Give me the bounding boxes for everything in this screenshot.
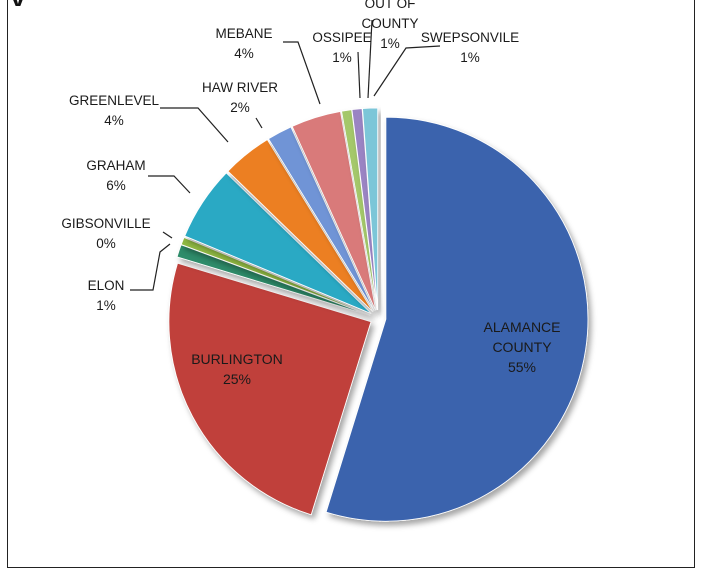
leader-line-haw-river — [255, 117, 263, 129]
slice-label-alamance-county: ALAMANCE COUNTY 55% — [483, 319, 560, 375]
pie-slice-alamance-county — [325, 116, 589, 522]
leader-line-out-of-county — [367, 19, 373, 99]
leader-line-mebane — [283, 41, 321, 105]
pie-slice-burlington — [168, 262, 372, 516]
pie-slice-gibsonville — [180, 236, 371, 316]
slice-label-burlington: BURLINGTON 25% — [191, 351, 283, 387]
pie-slice-graham — [184, 172, 372, 314]
pie-slice-out-of-county — [351, 108, 378, 311]
leader-line-ossipee — [357, 51, 361, 99]
slice-label-elon: ELON 1% — [88, 278, 125, 313]
slice-label-swepsonvile: SWEPSONVILE 1% — [421, 30, 519, 65]
leader-line-greenlevel — [160, 107, 229, 143]
pie-slice-greenlevel — [227, 139, 374, 313]
pie-slice-elon — [176, 244, 371, 316]
slice-label-mebane: MEBANE 4% — [215, 26, 272, 61]
pie-slice-ossipee — [341, 109, 378, 311]
leader-line-swepsonvile — [373, 45, 441, 97]
chart-title-fragment: y — [10, 0, 130, 6]
slice-label-ossipee: OSSIPEE 1% — [312, 30, 371, 65]
slice-label-gibsonville: GIBSONVILLE 0% — [61, 216, 150, 251]
slice-label-greenlevel: GREENLEVEL 4% — [69, 93, 160, 128]
pie-slice-haw-river — [267, 126, 375, 312]
slice-label-out-of-county: OUT OF COUNTY 1% — [362, 0, 419, 51]
leader-line-gibsonville — [162, 231, 173, 239]
pie-slice-mebane — [291, 110, 377, 311]
slice-label-haw-river: HAW RIVER 2% — [202, 80, 278, 115]
pie-slice-swepsonvile — [362, 107, 379, 311]
leader-line-elon — [130, 243, 171, 291]
leader-line-graham — [148, 175, 191, 194]
slice-label-graham: GRAHAM 6% — [86, 158, 145, 193]
